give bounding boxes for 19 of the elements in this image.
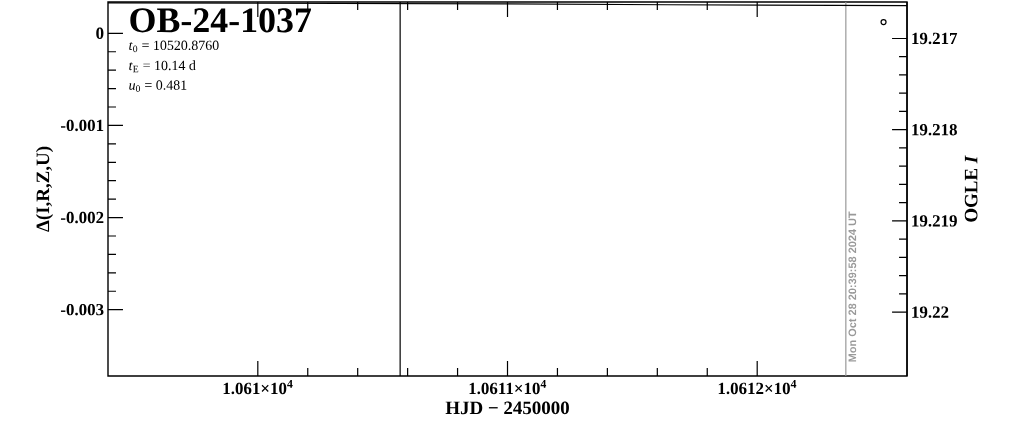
- y2-tick-label: 19.22: [912, 306, 949, 318]
- y-tick-label: 0: [96, 27, 104, 40]
- x-tick-label: 1.0612×10$^{4}$: [718, 379, 797, 395]
- annotation: t$_{E}$ = 10.14 d: [129, 60, 196, 73]
- y2-tick-label: 19.218: [912, 123, 957, 136]
- y-tick-label: -0.003: [60, 303, 104, 316]
- chart-title: OB-24-1037: [130, 8, 311, 33]
- y2-axis-title: OGLE I: [964, 155, 978, 222]
- x-tick-label: 1.0611×10$^{4}$: [469, 379, 547, 395]
- y-tick-label: -0.001: [60, 119, 104, 132]
- annotation: t$_{0}$ = 10520.8760: [129, 40, 219, 53]
- annotation: u$_{0}$ = 0.481: [129, 80, 187, 92]
- y-axis-title: Δ(I,R,Z,U): [35, 146, 54, 232]
- y2-tick-label: 19.219: [912, 215, 957, 227]
- annotation: Mon Oct 28 20:39:58 2024 UT: [848, 211, 857, 362]
- x-axis-title: HJD − 2450000: [445, 401, 569, 415]
- y2-tick-label: 19.217: [912, 32, 958, 45]
- y-tick-label: -0.002: [60, 211, 104, 224]
- x-tick-label: 1.061×10$^{4}$: [223, 379, 293, 395]
